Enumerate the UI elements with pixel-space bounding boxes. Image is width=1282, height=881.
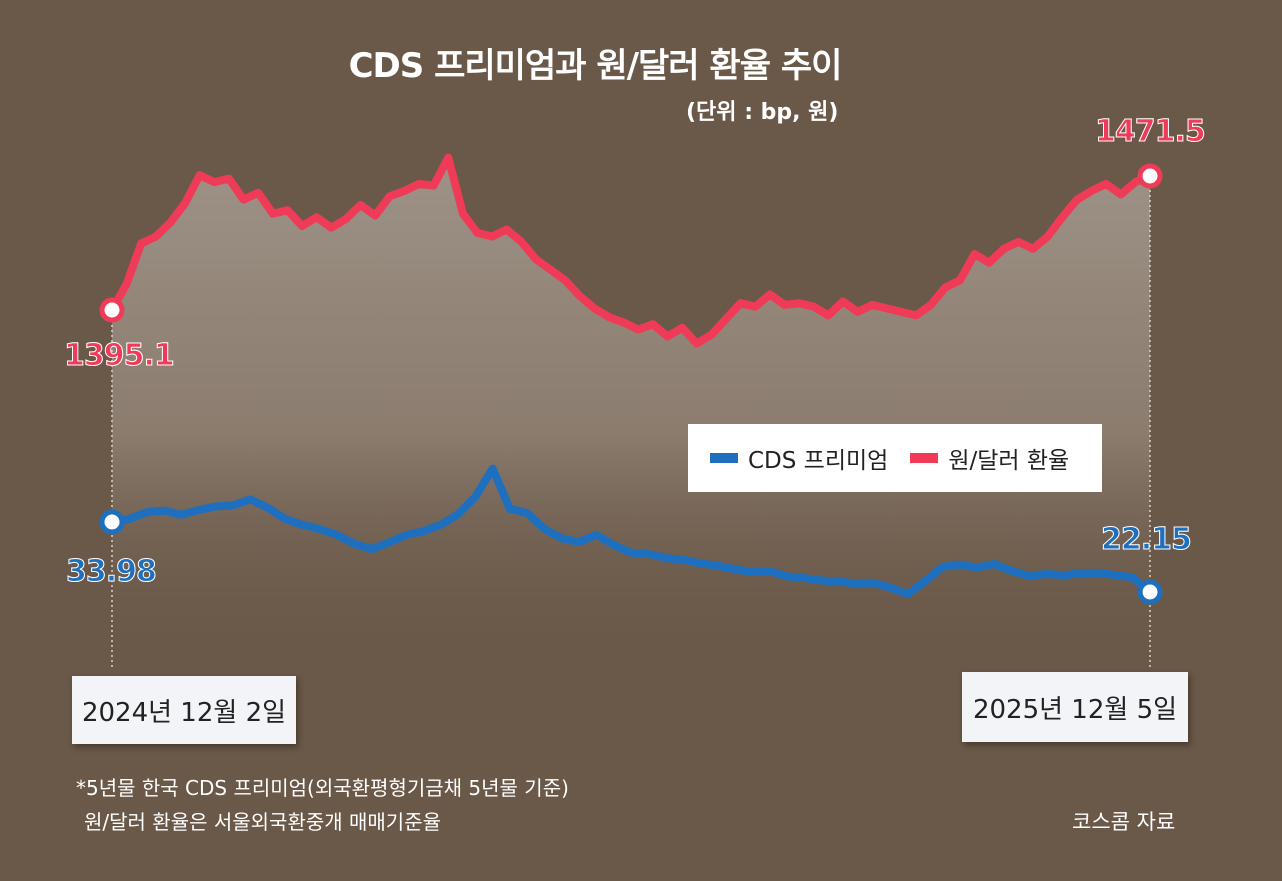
cds-end-point <box>1137 579 1163 605</box>
chart-title: CDS 프리미엄과 원/달러 환율 추이 <box>348 46 843 86</box>
start-date-label: 2024년 12월 2일 <box>72 676 296 744</box>
footnote-fx: 원/달러 환율은 서울외국환중개 매매기준율 <box>84 810 442 834</box>
end-date-label: 2025년 12월 5일 <box>962 672 1188 742</box>
cds-start-point <box>99 509 125 535</box>
fx-series-line <box>108 153 1154 348</box>
legend-swatch-fx <box>910 453 939 463</box>
legend-label-fx: 원/달러 환율 <box>948 448 1070 474</box>
legend-item-cds: CDS 프리미엄 <box>710 441 888 475</box>
source-label: 코스콤 자료 <box>1072 810 1176 834</box>
unit-label: (단위 : bp, 원) <box>686 100 839 125</box>
fx-end-point <box>1137 163 1163 189</box>
fx-area-shading <box>112 157 1150 660</box>
cds-series-line <box>108 464 1154 599</box>
fx-end-value-label: 1471.5 <box>1095 114 1207 150</box>
fx-start-point <box>99 297 125 323</box>
fx-start-value-label: 1395.1 <box>64 338 176 374</box>
legend-item-fx: 원/달러 환율 <box>910 441 1069 475</box>
cds-start-value-label: 33.98 <box>66 554 158 590</box>
legend: CDS 프리미엄 원/달러 환율 <box>688 424 1102 492</box>
legend-swatch-cds <box>710 453 738 463</box>
footnote-cds: *5년물 한국 CDS 프리미엄(외국환평형기금채 5년물 기준) <box>76 776 569 800</box>
legend-label-cds: CDS 프리미엄 <box>748 448 889 474</box>
cds-end-value-label: 22.15 <box>1101 522 1193 558</box>
